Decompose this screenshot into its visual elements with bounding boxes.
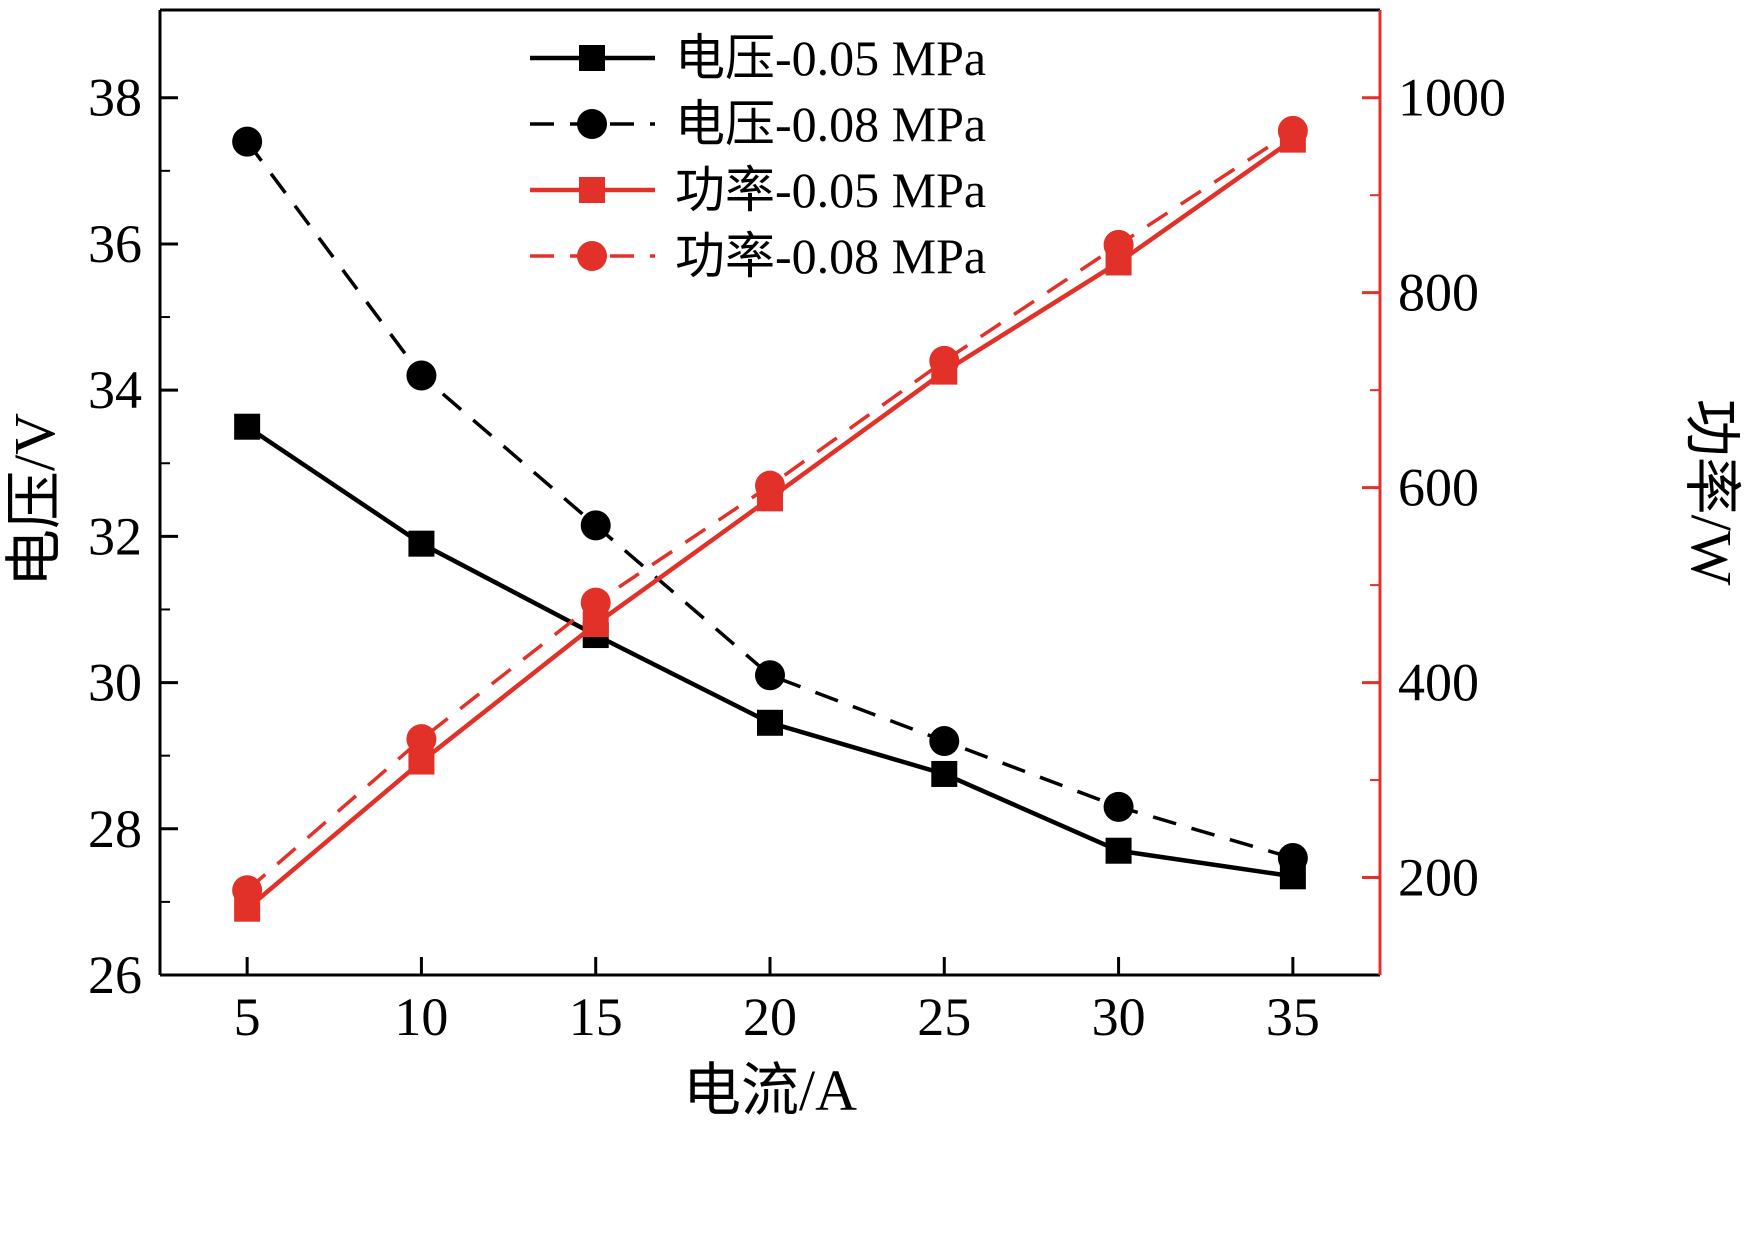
square-marker xyxy=(757,709,783,736)
x-axis-title: 电流/A xyxy=(683,1058,857,1123)
circle-marker xyxy=(406,360,437,391)
left-tick-label: 38 xyxy=(88,68,142,128)
legend-circle-marker xyxy=(577,109,607,139)
left-tick-label: 28 xyxy=(88,799,142,859)
x-tick-label: 30 xyxy=(1092,987,1146,1047)
circle-marker xyxy=(1103,791,1134,822)
left-tick-label: 36 xyxy=(88,214,142,274)
legend-label: 电压-0.05 MPa xyxy=(675,30,986,86)
legend-label: 电压-0.08 MPa xyxy=(675,96,986,152)
circle-marker xyxy=(929,726,960,757)
left-tick-label: 32 xyxy=(88,506,142,566)
legend-square-marker xyxy=(579,45,605,71)
right-tick-label: 600 xyxy=(1398,458,1479,518)
circle-marker xyxy=(755,470,785,501)
circle-marker xyxy=(406,724,437,755)
x-tick-label: 35 xyxy=(1266,987,1320,1047)
square-marker xyxy=(1105,837,1132,864)
left-tick-label: 30 xyxy=(88,653,142,713)
circle-marker xyxy=(580,587,611,618)
legend-square-marker xyxy=(579,177,605,203)
x-tick-label: 25 xyxy=(917,987,971,1047)
x-tick-label: 20 xyxy=(743,987,797,1047)
series-3 xyxy=(232,115,1308,906)
square-marker xyxy=(408,530,435,557)
circle-marker xyxy=(1277,843,1308,874)
legend-label: 功率-0.08 MPa xyxy=(675,228,986,284)
left-axis-title: 电压/V xyxy=(2,413,67,587)
right-tick-label: 200 xyxy=(1398,848,1479,908)
circle-marker xyxy=(232,126,263,157)
square-marker xyxy=(234,413,261,440)
square-marker xyxy=(931,760,958,787)
plot-area: 26 28 30 32 34 36 38 200 400 600 800 1000 5 10 15 20 25 3… xyxy=(88,8,1506,1047)
legend: 电压-0.05 MPa 电压-0.08 MPa 功率-0.05 MPa 功率-0.08… xyxy=(530,30,986,284)
right-tick-label: 800 xyxy=(1398,263,1479,323)
circle-marker xyxy=(232,875,263,906)
circle-marker xyxy=(1103,229,1134,260)
x-tick-label: 10 xyxy=(394,987,448,1047)
left-tick-label: 26 xyxy=(88,945,142,1005)
right-tick-label: 400 xyxy=(1398,653,1479,713)
circle-marker xyxy=(755,660,785,691)
right-axis-title: 功率/W xyxy=(1679,399,1744,586)
series-0 xyxy=(234,413,1306,890)
right-tick-label: 1000 xyxy=(1398,68,1506,128)
circle-marker xyxy=(929,345,960,376)
series-1 xyxy=(232,126,1308,874)
legend-circle-marker xyxy=(577,241,607,271)
x-tick-label: 5 xyxy=(234,987,261,1047)
left-tick-label: 34 xyxy=(88,360,142,420)
circle-marker xyxy=(1277,115,1308,146)
x-tick-label: 15 xyxy=(569,987,623,1047)
legend-label: 功率-0.05 MPa xyxy=(675,162,986,218)
circle-marker xyxy=(580,510,611,541)
